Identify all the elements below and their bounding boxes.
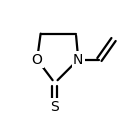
Text: N: N bbox=[73, 52, 83, 67]
Text: O: O bbox=[32, 52, 43, 67]
Text: S: S bbox=[50, 100, 59, 114]
